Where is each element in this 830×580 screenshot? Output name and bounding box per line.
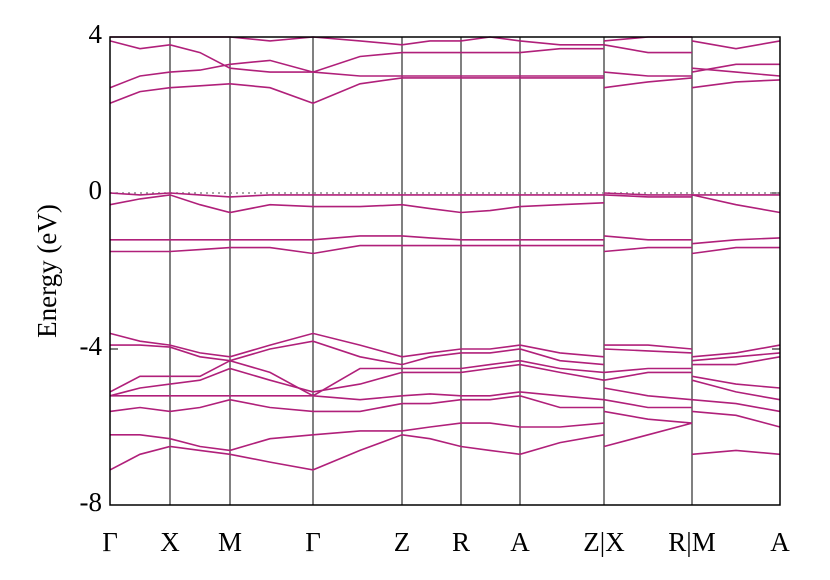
y-axis-label: Energy (eV) <box>32 204 62 338</box>
y-tick-label: 0 <box>89 175 103 205</box>
band <box>109 356 781 397</box>
x-tick-label: Z|X <box>583 527 625 557</box>
band <box>109 332 781 358</box>
band <box>110 244 780 255</box>
x-tick-label: Z <box>394 527 411 557</box>
y-tick-label: 4 <box>89 19 103 49</box>
x-tick-label: R|M <box>668 527 715 557</box>
band <box>109 77 781 105</box>
x-tick-label: Γ <box>102 527 118 557</box>
y-tick-label: -4 <box>80 331 103 361</box>
x-tick-label: A <box>510 527 530 557</box>
band <box>110 379 781 401</box>
x-tick-label: R <box>452 527 470 557</box>
band <box>109 40 780 73</box>
band <box>109 363 781 397</box>
band <box>110 340 781 366</box>
band <box>110 36 781 50</box>
band <box>109 192 780 198</box>
x-tick-label: Γ <box>305 527 321 557</box>
x-tick-label: M <box>218 527 242 557</box>
band <box>109 422 781 471</box>
y-tick-label: -8 <box>80 487 103 517</box>
band <box>109 394 781 413</box>
x-tick-label: X <box>160 527 180 557</box>
x-tick-label: A <box>770 527 790 557</box>
band <box>109 59 781 89</box>
band <box>110 410 781 452</box>
band <box>109 194 781 214</box>
plot-frame <box>109 36 781 506</box>
band <box>110 235 781 245</box>
